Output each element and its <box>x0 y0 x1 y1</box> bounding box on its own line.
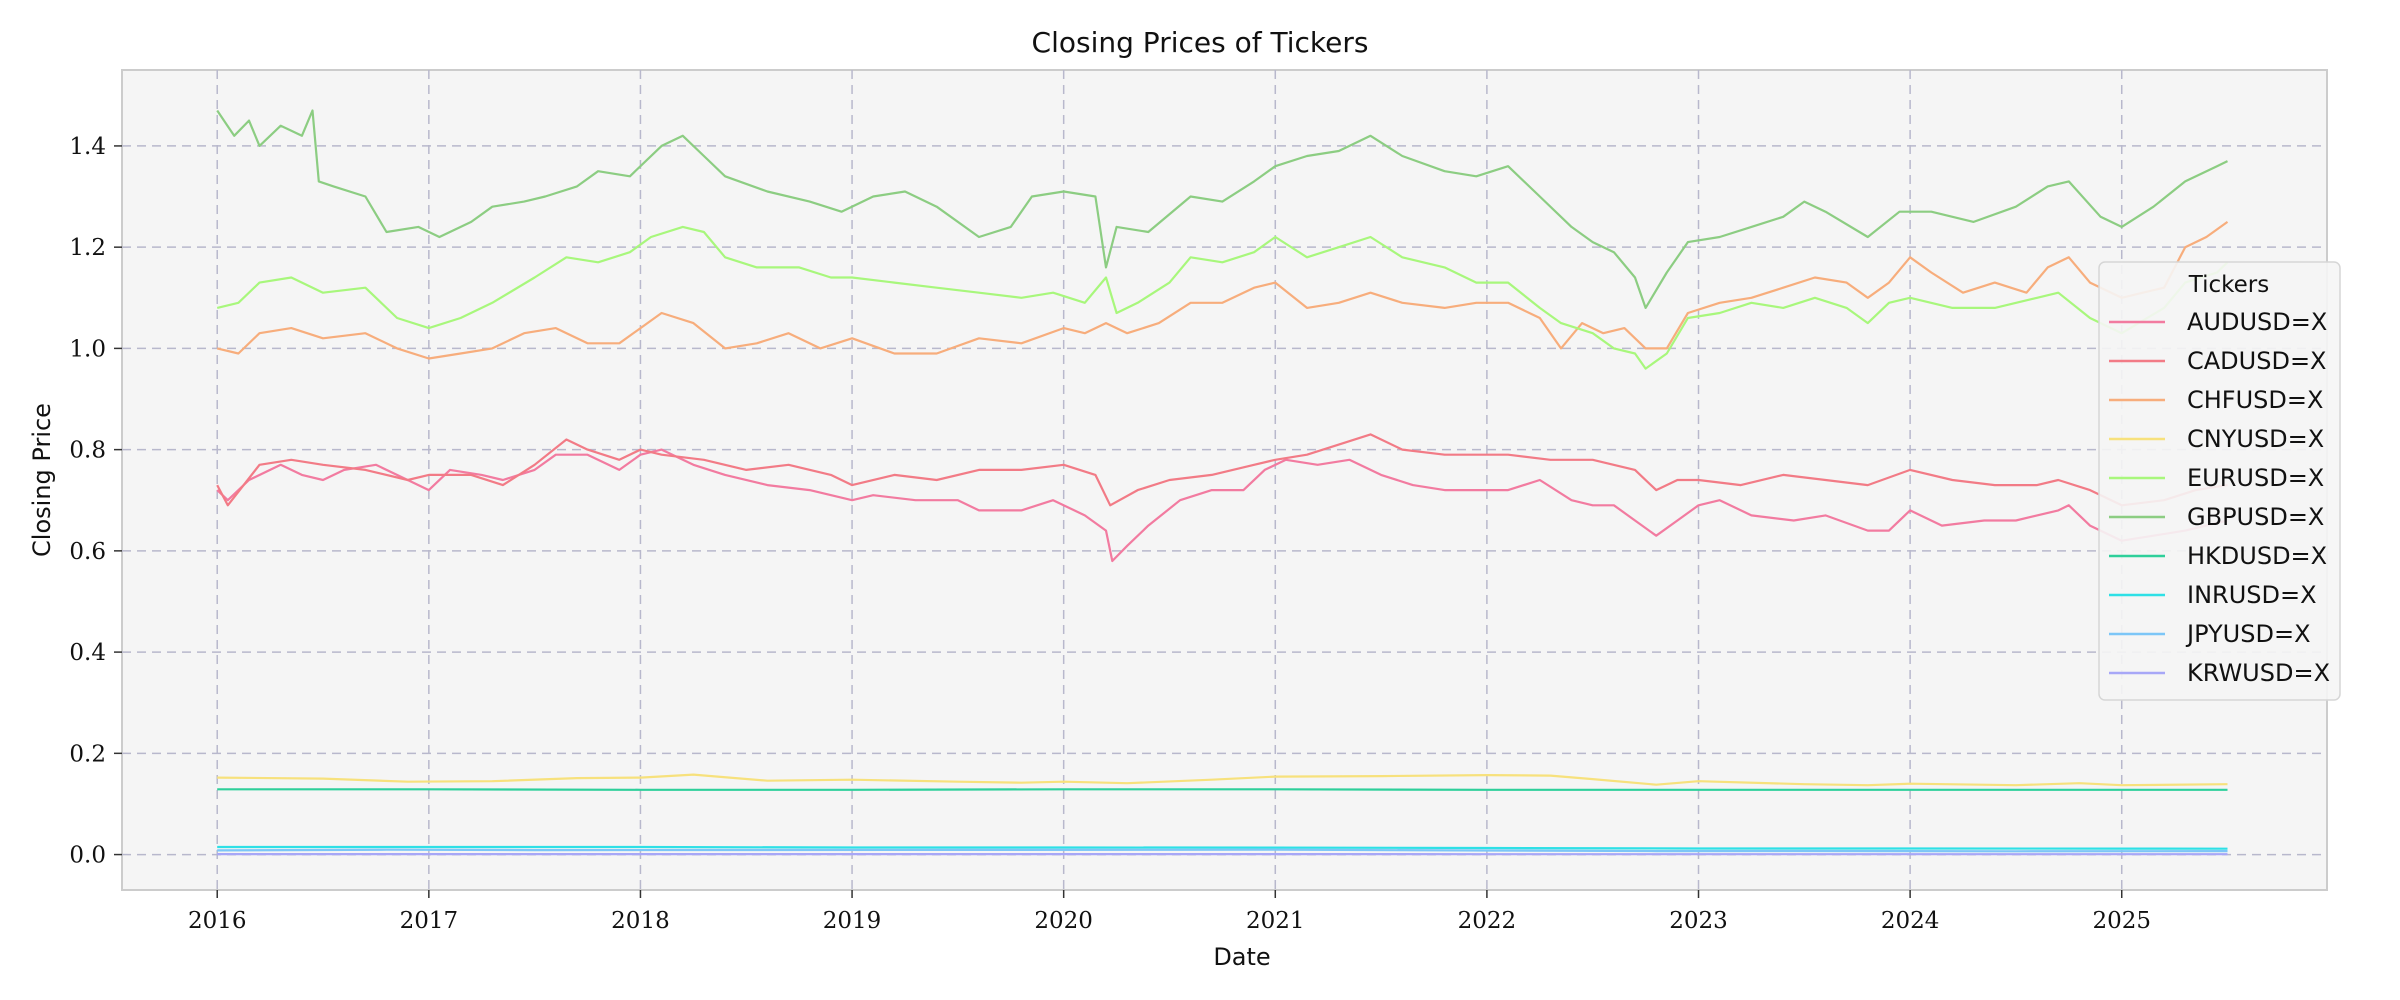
legend-entry-label: CADUSD=X <box>2187 347 2327 375</box>
y-tick-label: 0.0 <box>69 843 106 869</box>
legend-box <box>2098 261 2341 701</box>
x-tick-label: 2024 <box>1881 908 1940 934</box>
x-axis-label: Date <box>1213 943 1270 971</box>
x-tick-label: 2021 <box>1246 908 1305 934</box>
x-tick-label: 2018 <box>611 908 670 934</box>
series-line-cnyusd-x <box>217 773 2228 787</box>
x-tick-label: 2016 <box>188 908 247 934</box>
legend-entry-label: INRUSD=X <box>2187 581 2317 609</box>
plot-area <box>121 69 2328 891</box>
legend-entry-label: CHFUSD=X <box>2187 386 2323 414</box>
x-tick-label: 2020 <box>1034 908 1093 934</box>
series-line-hkdusd-x <box>217 788 2228 791</box>
series-line-eurusd-x <box>216 225 2229 370</box>
legend: Tickers AUDUSD=X CADUSD=X CHFUSD=X CNYUSD=X… <box>2098 261 2341 701</box>
series-line-jpyusd-x <box>217 848 2228 853</box>
x-tick-label: 2025 <box>2092 908 2151 934</box>
series-line-inrusd-x <box>217 845 2228 850</box>
legend-entry-label: KRWUSD=X <box>2187 659 2330 687</box>
legend-entry-label: GBPUSD=X <box>2187 503 2324 531</box>
legend-entry-label: CNYUSD=X <box>2187 425 2324 453</box>
series-layer <box>216 109 2229 856</box>
x-tick-label: 2022 <box>1458 908 1517 934</box>
legend-entry-label: EURUSD=X <box>2187 464 2324 492</box>
y-tick-label: 0.4 <box>69 640 106 666</box>
y-tick-label: 1.4 <box>69 134 106 160</box>
y-axis: 0.0 0.2 0.4 0.6 0.8 1.0 1.2 1.4 <box>69 134 122 869</box>
series-line-gbpusd-x <box>216 109 2228 309</box>
series-line-cadusd-x <box>216 433 2228 507</box>
chart-title: Closing Prices of Tickers <box>1032 26 1369 59</box>
legend-entry-label: AUDUSD=X <box>2187 308 2327 336</box>
x-tick-label: 2023 <box>1669 908 1728 934</box>
x-tick-label: 2017 <box>400 908 459 934</box>
legend-entry-label: JPYUSD=X <box>2185 620 2311 648</box>
x-tick-label: 2019 <box>823 908 882 934</box>
x-axis: 2016 2017 2018 2019 2020 2021 2022 2023 2024 2025 <box>188 890 2151 934</box>
y-axis-label: Closing Price <box>28 403 56 557</box>
legend-entry-label: HKDUSD=X <box>2187 542 2327 570</box>
series-line-chfusd-x <box>216 221 2229 360</box>
legend-title: Tickers <box>2188 272 2269 298</box>
y-tick-label: 1.2 <box>69 235 106 261</box>
y-tick-label: 0.6 <box>69 539 106 565</box>
y-tick-label: 0.2 <box>69 741 106 767</box>
y-tick-label: 1.0 <box>69 336 106 362</box>
y-tick-label: 0.8 <box>69 438 106 464</box>
series-line-audusd-x <box>216 448 2228 563</box>
